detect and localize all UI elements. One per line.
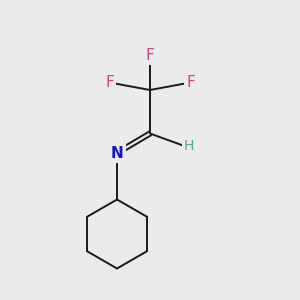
Text: F: F: [146, 48, 154, 63]
Text: H: H: [184, 139, 194, 152]
Text: F: F: [105, 75, 114, 90]
Text: N: N: [111, 146, 123, 160]
Text: F: F: [186, 75, 195, 90]
